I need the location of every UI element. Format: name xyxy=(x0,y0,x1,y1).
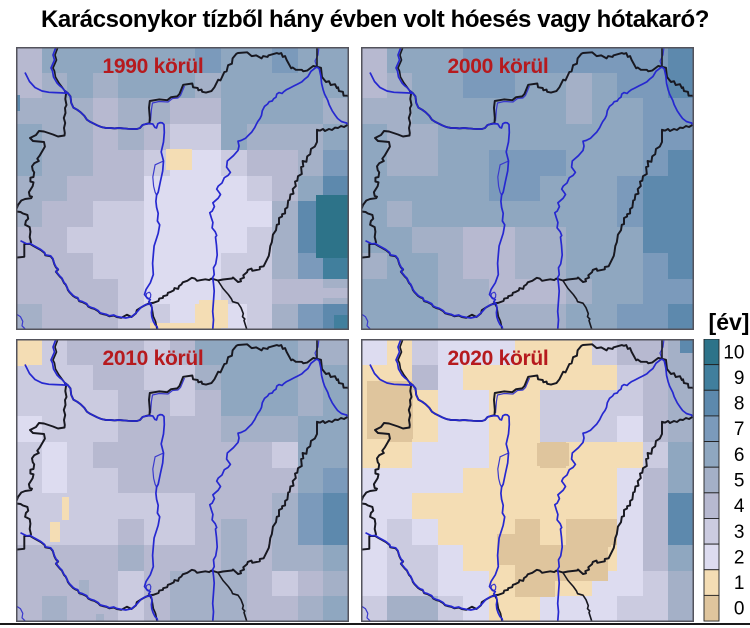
svg-text:2010 körül: 2010 körül xyxy=(103,347,204,370)
svg-text:3: 3 xyxy=(734,522,745,543)
svg-text:2020 körül: 2020 körül xyxy=(447,347,548,370)
svg-text:8: 8 xyxy=(734,394,745,415)
svg-text:1: 1 xyxy=(734,573,745,594)
svg-text:1990 körül: 1990 körül xyxy=(103,55,204,78)
svg-text:7: 7 xyxy=(734,419,745,440)
svg-text:5: 5 xyxy=(734,471,745,492)
svg-text:2: 2 xyxy=(734,547,745,568)
svg-text:10: 10 xyxy=(723,342,744,363)
svg-text:6: 6 xyxy=(734,445,745,466)
svg-text:9: 9 xyxy=(734,368,745,389)
svg-text:4: 4 xyxy=(734,496,745,517)
svg-text:0: 0 xyxy=(734,599,745,620)
svg-text:2000 körül: 2000 körül xyxy=(447,55,548,78)
